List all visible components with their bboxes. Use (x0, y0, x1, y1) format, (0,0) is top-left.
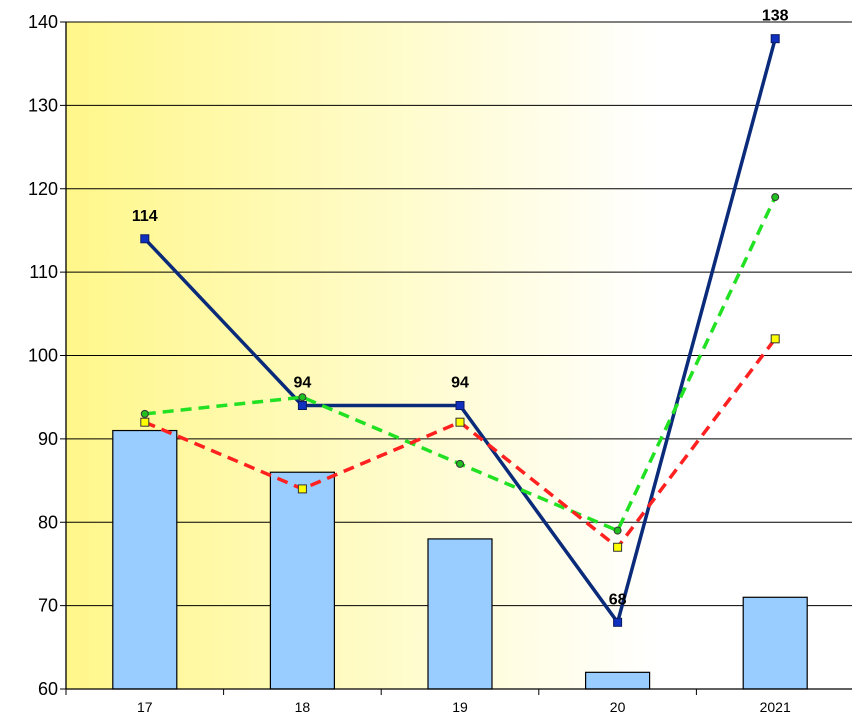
y-tick-label: 70 (38, 596, 58, 616)
data-point (140, 409, 149, 418)
data-point (770, 34, 780, 44)
data-point (140, 417, 150, 427)
data-point (613, 542, 623, 552)
data-label: 94 (294, 375, 312, 392)
axes (60, 21, 852, 695)
bar (427, 538, 493, 690)
y-tick-label: 110 (29, 262, 58, 282)
x-tick-labels: 17 18 19 20 2021 (137, 699, 791, 715)
data-label: 114 (132, 208, 158, 225)
data-point (771, 193, 780, 202)
y-tick-labels: 60 70 80 90 100 110 120 130 140 (28, 12, 58, 699)
x-tick-label: 20 (610, 699, 626, 715)
data-point (770, 334, 780, 344)
data-labels: 114 94 94 68 138 (132, 8, 789, 609)
data-point (613, 526, 622, 535)
series-lines (140, 34, 780, 627)
data-point (455, 417, 465, 427)
data-label: 68 (609, 591, 627, 608)
y-tick-label: 80 (38, 512, 58, 532)
bar (269, 471, 335, 690)
bar (742, 596, 808, 690)
x-tick-label: 18 (295, 699, 311, 715)
y-tick-label: 140 (28, 12, 58, 32)
x-tick-label: 17 (137, 699, 153, 715)
data-point (613, 617, 623, 627)
y-tick-label: 120 (28, 179, 58, 199)
bars (112, 429, 808, 690)
bar (112, 429, 178, 690)
data-label: 138 (762, 8, 789, 25)
data-point (298, 393, 307, 402)
data-point (140, 234, 150, 244)
data-point (455, 401, 465, 411)
x-tick-label: 19 (452, 699, 468, 715)
data-point (456, 459, 464, 468)
y-tick-label: 100 (28, 346, 58, 366)
data-point (297, 484, 307, 494)
y-tick-label: 90 (38, 429, 58, 449)
gridlines (66, 21, 852, 607)
y-tick-label: 60 (38, 679, 58, 699)
y-tick-label: 130 (28, 95, 58, 115)
bar (584, 671, 651, 690)
x-tick-label: 2021 (760, 699, 791, 715)
data-label: 94 (451, 375, 469, 392)
data-point (297, 401, 307, 411)
